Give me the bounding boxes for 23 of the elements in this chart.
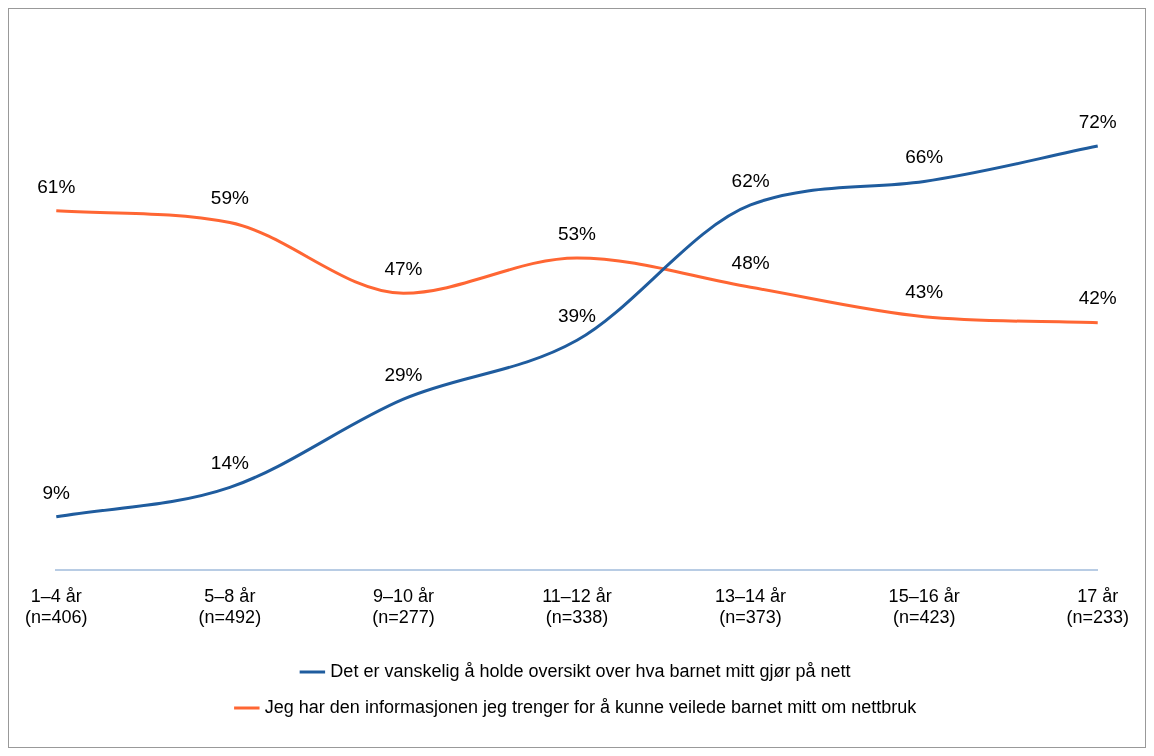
data-label: 42% (1078, 287, 1117, 309)
legend-label: Jeg har den informasjonen jeg trenger for å kunne veilede barnet mitt om nettbruk (264, 696, 918, 717)
data-label: 72% (1078, 110, 1117, 132)
data-label: 66% (905, 146, 944, 168)
data-label: 61% (37, 175, 76, 197)
x-tick-label: 13–14 år (n=373) (715, 585, 787, 628)
data-label: 59% (210, 187, 249, 209)
legend-label: Det er vanskelig å holde oversikt over hva barnet mitt gjør på nett (330, 660, 851, 681)
data-label: 29% (384, 363, 423, 385)
data-label: 47% (384, 257, 423, 279)
data-label: 39% (557, 305, 597, 327)
x-tick-label: 9–10 år (n=277) (372, 585, 435, 628)
data-label: 14% (210, 452, 249, 474)
x-tick-label: 15–16 år (n=423) (888, 585, 960, 628)
x-tick-label: 11–12 år (n=338) (542, 585, 612, 628)
x-tick-label: 5–8 år (n=492) (198, 585, 262, 628)
data-label: 53% (557, 222, 597, 244)
data-label: 62% (731, 169, 770, 191)
data-label: 48% (731, 252, 770, 274)
x-tick-label: 17 år (n=233) (1066, 585, 1129, 628)
x-tick-label: 1–4 år (n=406) (25, 585, 88, 628)
data-label: 43% (905, 281, 944, 303)
data-label: 9% (42, 481, 71, 503)
